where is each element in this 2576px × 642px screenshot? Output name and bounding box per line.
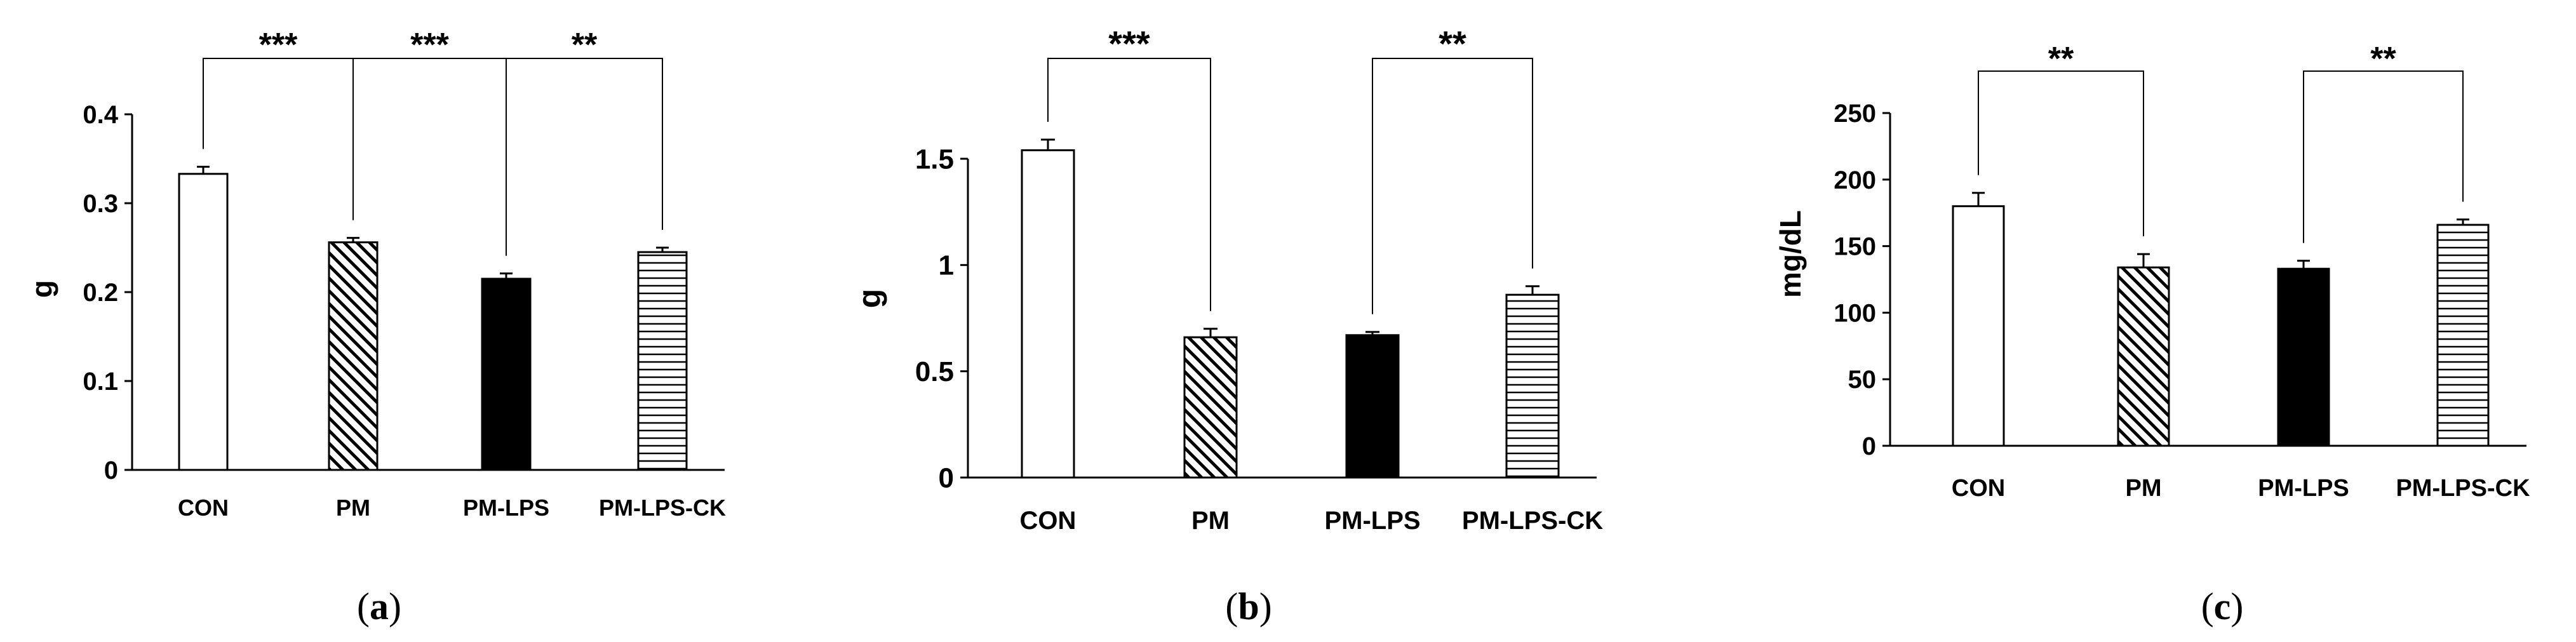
significance-bracket (1978, 70, 2144, 237)
bar (481, 278, 532, 471)
x-tick-label: CON (1952, 475, 2005, 502)
bar (2277, 267, 2330, 447)
y-tick-label: 0 (1862, 432, 1876, 460)
significance-label: *** (1108, 23, 1150, 64)
significance-bracket (1372, 58, 1533, 314)
panel-letter: c (2214, 585, 2231, 627)
y-tick-label: 0.3 (83, 190, 118, 218)
significance-label: *** (410, 27, 449, 64)
panel-letter: a (370, 585, 389, 627)
bar (178, 173, 229, 471)
x-tick-label: PM-LPS (2258, 475, 2349, 502)
bar (1183, 336, 1238, 479)
bar (1952, 205, 2005, 447)
y-tick-label: 1.5 (915, 144, 954, 175)
x-tick-label: PM-LPS-CK (1462, 507, 1603, 535)
significance-bracket (1047, 58, 1211, 311)
y-tick-label: 1 (939, 250, 954, 281)
significance-label: ** (2370, 41, 2396, 77)
x-tick-label: PM-LPS (1324, 507, 1420, 535)
y-axis-label: g (25, 280, 58, 298)
panel-label: (a) (357, 585, 401, 627)
bar (637, 251, 688, 471)
bar (328, 241, 379, 471)
x-tick-label: CON (178, 495, 229, 521)
significance-bracket (352, 58, 507, 256)
x-tick-label: PM-LPS-CK (599, 495, 726, 521)
x-tick-label: PM (2126, 475, 2162, 502)
y-tick-label: 150 (1834, 233, 1876, 261)
y-tick-label: 50 (1848, 366, 1877, 394)
bar (1021, 149, 1075, 479)
panel-label: (b) (1225, 585, 1271, 627)
y-tick-label: 250 (1834, 100, 1876, 128)
y-tick-label: 0.1 (83, 368, 118, 396)
x-tick-label: PM (336, 495, 370, 521)
significance-label: ** (572, 27, 598, 64)
bar (2436, 224, 2490, 447)
y-tick-label: 0.4 (83, 101, 118, 129)
y-tick-label: 0 (104, 457, 118, 485)
x-tick-label: PM (1191, 507, 1230, 535)
y-tick-label: 200 (1834, 166, 1876, 194)
bar (1345, 334, 1400, 479)
significance-label: ** (2048, 41, 2074, 77)
y-tick-label: 0.5 (915, 356, 954, 387)
panel-c-chart: 0 50 100 150 200 250 mg/dL CON PM PM-LPS PM-LPS-CK… (1774, 41, 2530, 627)
significance-bracket (2303, 70, 2464, 243)
bar (2117, 266, 2170, 447)
bar (1505, 293, 1560, 479)
x-tick-label: PM-LPS (463, 495, 549, 521)
significance-label: *** (259, 27, 298, 64)
y-axis-label: g (852, 289, 887, 309)
y-tick-label: 0.2 (83, 279, 118, 307)
significance-label: ** (1439, 23, 1466, 64)
y-tick-label: 0 (939, 462, 954, 493)
panel-label: (c) (2201, 585, 2244, 627)
y-axis-label: mg/dL (1774, 210, 1807, 298)
significance-bracket (506, 58, 663, 256)
x-tick-label: PM-LPS-CK (2396, 475, 2530, 502)
x-tick-label: CON (1020, 507, 1077, 535)
y-tick-label: 100 (1834, 299, 1876, 327)
panel-letter: b (1238, 585, 1259, 627)
